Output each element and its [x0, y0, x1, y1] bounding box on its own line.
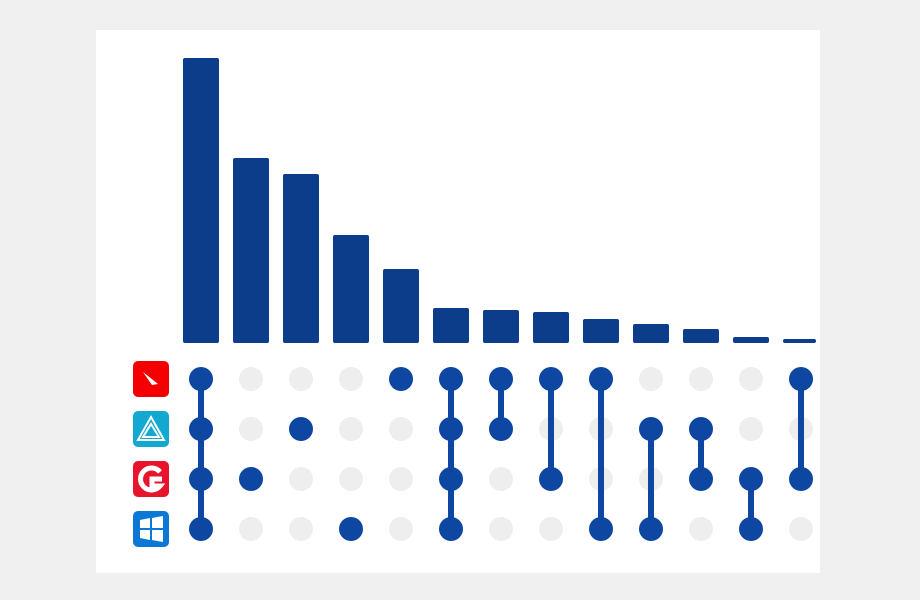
empty-dot [689, 367, 713, 391]
empty-dot [739, 367, 763, 391]
bar [283, 174, 319, 343]
empty-dot [239, 517, 263, 541]
bar [233, 158, 269, 343]
member-dot [639, 517, 663, 541]
member-dot [689, 417, 713, 441]
set-icon [133, 511, 169, 547]
empty-dot [239, 417, 263, 441]
member-dot [489, 367, 513, 391]
member-dot [739, 467, 763, 491]
set-icon [133, 461, 169, 497]
member-dot [439, 417, 463, 441]
bar [533, 312, 569, 343]
empty-dot [639, 367, 663, 391]
member-dot [539, 467, 563, 491]
empty-dot [289, 367, 313, 391]
member-dot [189, 517, 213, 541]
member-dot [639, 417, 663, 441]
member-dot [439, 367, 463, 391]
empty-dot [389, 517, 413, 541]
bar [633, 324, 669, 343]
bar [383, 269, 419, 343]
bar [183, 58, 219, 343]
empty-dot [689, 517, 713, 541]
set-icon [133, 361, 169, 397]
member-dot [589, 517, 613, 541]
empty-dot [289, 517, 313, 541]
member-dot [489, 417, 513, 441]
empty-dot [339, 367, 363, 391]
bar [783, 339, 816, 343]
bar [733, 337, 769, 343]
member-dot [789, 467, 813, 491]
empty-dot [289, 467, 313, 491]
bar [433, 308, 469, 343]
member-dot [239, 467, 263, 491]
bar [333, 235, 369, 343]
empty-dot [489, 517, 513, 541]
bar [683, 329, 719, 343]
member-dot [339, 517, 363, 541]
member-dot [789, 367, 813, 391]
empty-dot [489, 467, 513, 491]
member-dot [289, 417, 313, 441]
bar [583, 319, 619, 343]
member-dot [539, 367, 563, 391]
empty-dot [339, 467, 363, 491]
member-dot [589, 367, 613, 391]
empty-dot [739, 417, 763, 441]
member-dot [689, 467, 713, 491]
member-dot [189, 467, 213, 491]
bar [483, 310, 519, 343]
empty-dot [789, 517, 813, 541]
empty-dot [239, 367, 263, 391]
empty-dot [539, 517, 563, 541]
empty-dot [339, 417, 363, 441]
plot [183, 58, 816, 541]
member-dot [439, 467, 463, 491]
empty-dot [389, 467, 413, 491]
set-icon [133, 411, 169, 447]
member-dot [189, 417, 213, 441]
set-icons [133, 361, 169, 547]
member-dot [189, 367, 213, 391]
member-dot [439, 517, 463, 541]
empty-dot [389, 417, 413, 441]
member-dot [739, 517, 763, 541]
member-dot [389, 367, 413, 391]
